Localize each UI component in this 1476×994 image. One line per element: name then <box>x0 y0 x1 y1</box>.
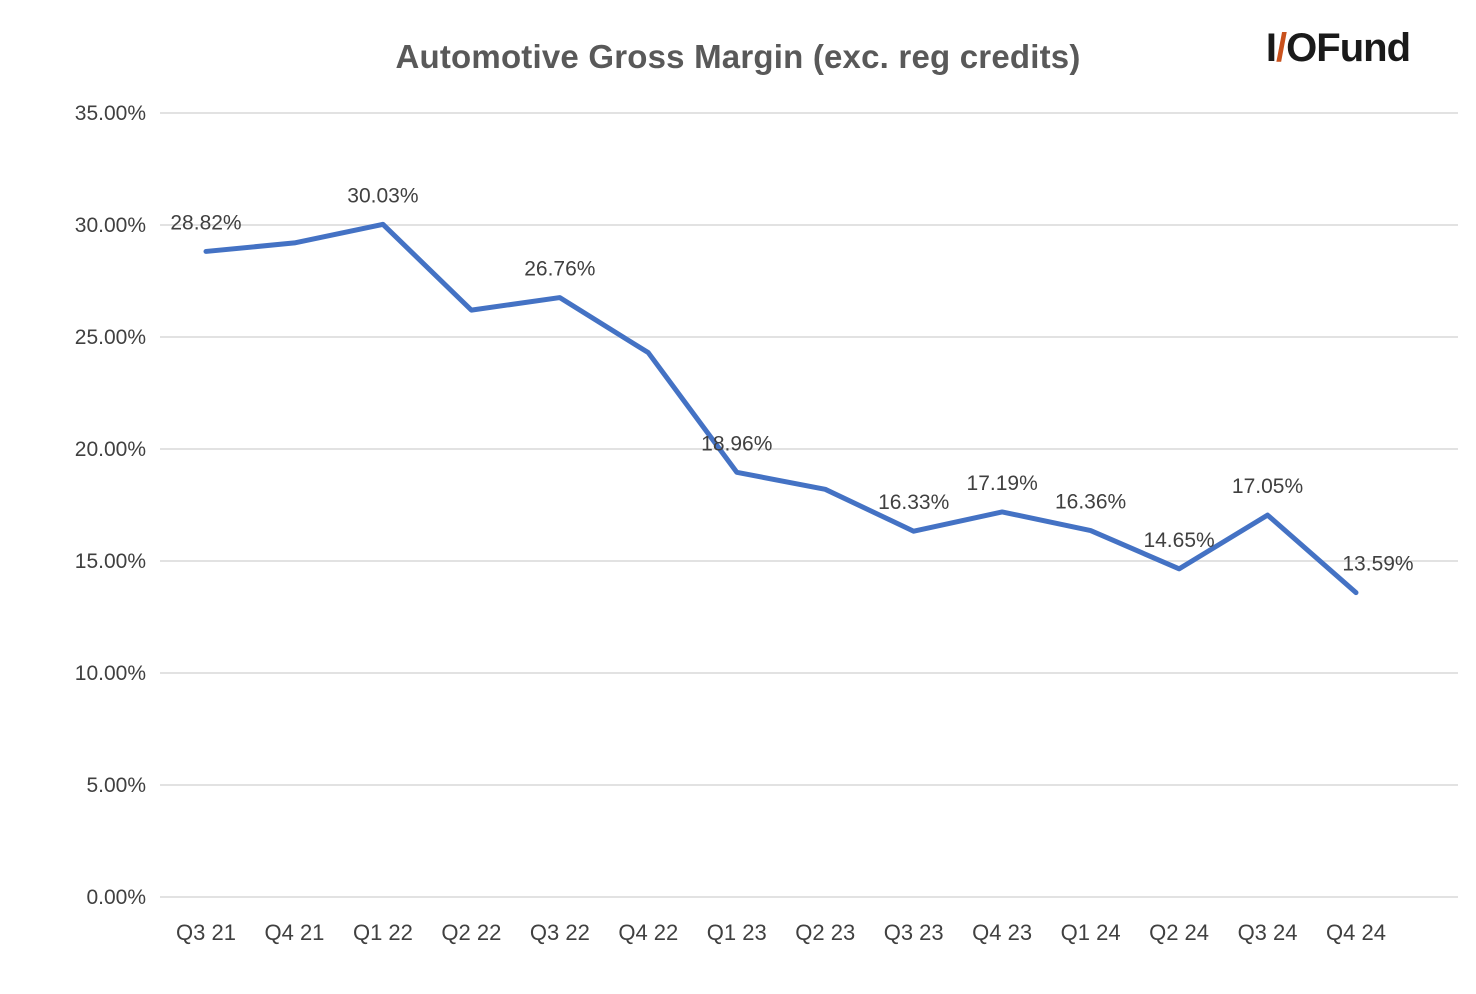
x-axis-tick-label: Q4 23 <box>972 920 1032 945</box>
y-axis-tick-label: 0.00% <box>86 886 146 909</box>
logo-letter-i: I <box>1265 26 1277 70</box>
y-axis-tick-label: 10.00% <box>75 662 146 685</box>
data-label: 30.03% <box>347 184 418 207</box>
x-axis-tick-label: Q1 24 <box>1061 920 1121 945</box>
data-label: 17.19% <box>967 472 1038 495</box>
data-label: 13.59% <box>1342 553 1413 576</box>
x-axis-tick-label: Q3 23 <box>884 920 944 945</box>
data-label: 17.05% <box>1232 475 1303 498</box>
x-axis-tick-label: Q4 22 <box>618 920 678 945</box>
chart-title: Automotive Gross Margin (exc. reg credit… <box>395 38 1081 75</box>
series-line <box>203 221 1359 596</box>
logo-slash: / <box>1276 26 1287 70</box>
logo-letter-o: O <box>1286 26 1317 70</box>
x-axis-tick-label: Q1 23 <box>707 920 767 945</box>
x-axis-tick-label: Q2 23 <box>795 920 855 945</box>
data-label: 16.36% <box>1055 491 1126 514</box>
data-label: 26.76% <box>524 258 595 281</box>
x-axis-tick-label: Q3 22 <box>530 920 590 945</box>
data-label: 16.33% <box>878 491 949 514</box>
x-axis-tick-label: Q2 24 <box>1149 920 1209 945</box>
y-axis-tick-label: 20.00% <box>75 438 146 461</box>
data-label: 18.96% <box>701 432 772 455</box>
y-axis-tick-label: 15.00% <box>75 550 146 573</box>
x-axis-tick-label: Q4 21 <box>264 920 324 945</box>
y-axis-tick-label: 30.00% <box>75 214 146 237</box>
y-axis-tick-label: 25.00% <box>75 326 146 349</box>
data-label: 28.82% <box>170 211 241 234</box>
x-axis-tick-label: Q4 24 <box>1326 920 1386 945</box>
data-label: 14.65% <box>1143 529 1214 552</box>
x-axis-tick-label: Q1 22 <box>353 920 413 945</box>
x-axis-tick-label: Q3 21 <box>176 920 236 945</box>
io-fund-logo: I/OFund <box>1265 26 1411 71</box>
y-axis-tick-label: 35.00% <box>75 102 146 125</box>
logo-word-fund: Fund <box>1316 26 1411 70</box>
x-axis-tick-label: Q3 24 <box>1238 920 1298 945</box>
y-axis-tick-label: 5.00% <box>86 774 146 797</box>
x-axis-tick-label: Q2 22 <box>441 920 501 945</box>
